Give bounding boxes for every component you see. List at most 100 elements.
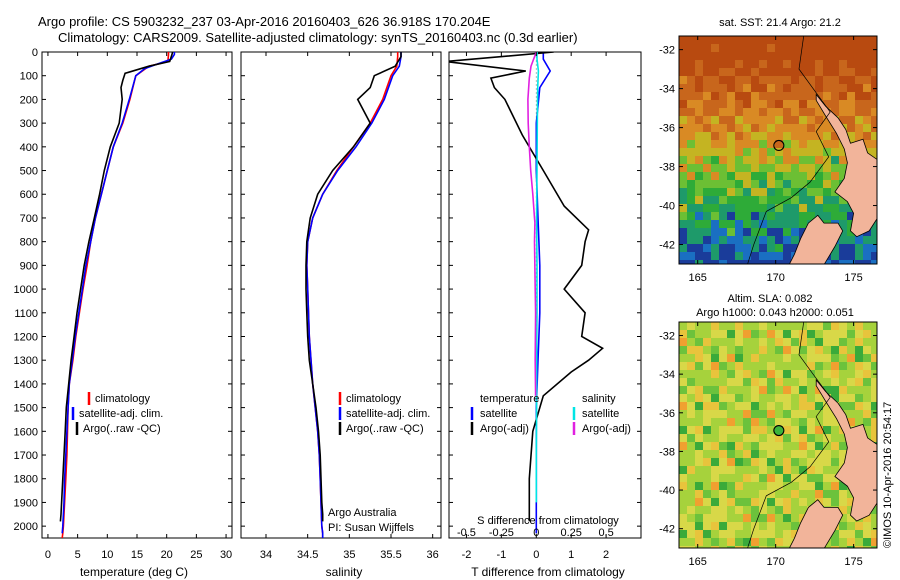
- field-cell: [743, 458, 751, 466]
- field-cell: [767, 394, 775, 402]
- field-cell: [871, 44, 877, 52]
- field-cell: [759, 370, 767, 378]
- field-cell: [775, 490, 783, 498]
- field-cell: [743, 196, 751, 204]
- field-cell: [743, 68, 751, 76]
- field-cell: [783, 370, 791, 378]
- lat-tick-label: -34: [659, 369, 675, 381]
- field-cell: [775, 530, 783, 538]
- field-cell: [839, 148, 847, 156]
- field-cell: [727, 52, 735, 60]
- field-cell: [799, 180, 807, 188]
- field-cell: [719, 450, 727, 458]
- field-cell: [791, 36, 799, 44]
- y-tick-label: 300: [20, 118, 38, 130]
- field-cell: [735, 346, 743, 354]
- field-cell: [759, 474, 767, 482]
- y-tick-label: 800: [20, 237, 38, 249]
- field-cell: [711, 466, 719, 474]
- field-cell: [823, 482, 831, 490]
- y-tick-label: 2000: [14, 521, 38, 533]
- field-cell: [871, 76, 877, 84]
- field-cell: [775, 84, 783, 92]
- field-cell: [799, 116, 807, 124]
- field-cell: [703, 172, 711, 180]
- plot-frame: [448, 51, 642, 539]
- field-cell: [751, 442, 759, 450]
- field-cell: [687, 386, 695, 394]
- field-cell: [767, 68, 775, 76]
- field-cell: [751, 132, 759, 140]
- field-cell: [791, 84, 799, 92]
- field-cell: [695, 164, 703, 172]
- field-cell: [783, 100, 791, 108]
- field-cell: [719, 442, 727, 450]
- field-cell: [703, 252, 711, 260]
- field-cell: [863, 76, 871, 84]
- series-satellite-adj-clim-: [61, 52, 176, 534]
- field-cell: [735, 450, 743, 458]
- field-cell: [759, 36, 767, 44]
- field-cell: [679, 164, 687, 172]
- field-cell: [847, 338, 855, 346]
- field-cell: [775, 474, 783, 482]
- field-cell: [839, 252, 847, 260]
- s-tick-label: -0.25: [489, 527, 514, 539]
- field-cell: [855, 530, 863, 538]
- field-cell: [839, 490, 847, 498]
- field-cell: [863, 108, 871, 116]
- field-cell: [831, 36, 839, 44]
- field-cell: [783, 426, 791, 434]
- field-cell: [823, 148, 831, 156]
- field-cell: [855, 76, 863, 84]
- field-cell: [775, 100, 783, 108]
- field-cell: [743, 220, 751, 228]
- field-cell: [695, 538, 703, 546]
- field-cell: [807, 426, 815, 434]
- field-cell: [775, 244, 783, 252]
- field-cell: [711, 180, 719, 188]
- field-cell: [791, 522, 799, 530]
- field-cell: [799, 386, 807, 394]
- field-cell: [855, 236, 863, 244]
- field-cell: [855, 36, 863, 44]
- field-cell: [791, 100, 799, 108]
- field-cell: [791, 244, 799, 252]
- field-cell: [855, 116, 863, 124]
- field-cell: [815, 482, 823, 490]
- field-cell: [831, 474, 839, 482]
- field-cell: [759, 426, 767, 434]
- field-cell: [711, 506, 719, 514]
- field-cell: [823, 260, 831, 264]
- field-cell: [711, 498, 719, 506]
- field-cell: [775, 108, 783, 116]
- field-cell: [775, 164, 783, 172]
- field-cell: [799, 196, 807, 204]
- field-cell: [767, 370, 775, 378]
- sst-title: sat. SST: 21.4 Argo: 21.2: [719, 17, 841, 29]
- field-cell: [807, 418, 815, 426]
- field-cell: [695, 506, 703, 514]
- field-cell: [727, 506, 735, 514]
- field-cell: [695, 330, 703, 338]
- field-cell: [687, 164, 695, 172]
- map-frame: [678, 321, 878, 549]
- field-cell: [751, 68, 759, 76]
- field-cell: [839, 60, 847, 68]
- field-cell: [791, 506, 799, 514]
- field-cell: [711, 156, 719, 164]
- field-cell: [767, 506, 775, 514]
- field-cell: [839, 244, 847, 252]
- field-cell: [735, 164, 743, 172]
- field-cell: [783, 394, 791, 402]
- field-cell: [719, 52, 727, 60]
- s-difference-label: S difference from climatology: [477, 515, 619, 527]
- field-cell: [831, 338, 839, 346]
- field-cell: [871, 260, 877, 264]
- field-cell: [863, 346, 871, 354]
- field-cell: [759, 402, 767, 410]
- field-cell: [679, 140, 687, 148]
- field-cell: [767, 346, 775, 354]
- field-cell: [735, 330, 743, 338]
- field-cell: [743, 490, 751, 498]
